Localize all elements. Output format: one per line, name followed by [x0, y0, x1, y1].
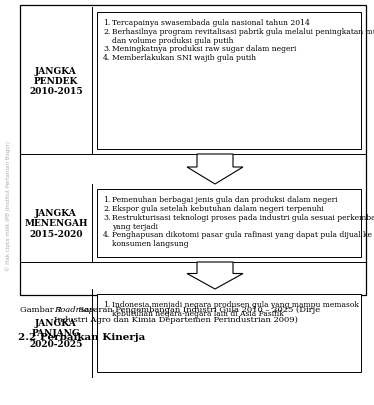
Text: Meningkatnya produksi raw sugar dalam negeri: Meningkatnya produksi raw sugar dalam ne…: [112, 45, 296, 53]
Text: Berhasilnya program revitalisasi pabrik gula melalui peningkatan mutu
dan volume: Berhasilnya program revitalisasi pabrik …: [112, 28, 374, 45]
Text: 4.: 4.: [103, 230, 110, 239]
Text: 3.: 3.: [103, 45, 110, 53]
Text: 2.: 2.: [103, 204, 110, 212]
Text: 1.: 1.: [103, 196, 110, 203]
Text: JANGKA
MENENGAH
2015-2020: JANGKA MENENGAH 2015-2020: [24, 209, 88, 238]
Text: Sasaran Pengembangan Industri Gula 2010 – 2025 (Dirje: Sasaran Pengembangan Industri Gula 2010 …: [76, 305, 320, 313]
Text: 4.: 4.: [103, 54, 110, 62]
Text: JANGKA
PANJANG
2020-2025: JANGKA PANJANG 2020-2025: [29, 318, 83, 348]
Bar: [20, 6, 366, 295]
Text: 2.2 Perbaikan Kinerja: 2.2 Perbaikan Kinerja: [18, 332, 145, 341]
Polygon shape: [187, 262, 243, 289]
Text: Industri Agro dan Kimia Departemen Perindustrian 2009): Industri Agro dan Kimia Departemen Perin…: [54, 315, 298, 323]
Text: JANGKA
PENDEK
2010-2015: JANGKA PENDEK 2010-2015: [29, 66, 83, 96]
Text: Pemenuhan berbagai jenis gula dan produksi dalam negeri: Pemenuhan berbagai jenis gula dan produk…: [112, 196, 338, 203]
Text: Penghapusan dikotomi pasar gula rafinasi yang dapat pula dijual ke
konsumen lang: Penghapusan dikotomi pasar gula rafinasi…: [112, 230, 372, 248]
Text: Gambar 7: Gambar 7: [20, 305, 67, 313]
Bar: [97, 294, 361, 372]
Text: Memberlakukan SNI wajib gula putih: Memberlakukan SNI wajib gula putih: [112, 54, 256, 62]
Polygon shape: [187, 155, 243, 185]
Bar: [97, 13, 361, 149]
Bar: [97, 190, 361, 257]
Text: 1.: 1.: [103, 300, 110, 308]
Text: Restrukturisasi teknologi proses pada industri gula sesuai perkembangan
yang ter: Restrukturisasi teknologi proses pada in…: [112, 213, 374, 230]
Text: Tercapainya swasembada gula nasional tahun 2014: Tercapainya swasembada gula nasional tah…: [112, 19, 310, 27]
Text: 2.: 2.: [103, 28, 110, 36]
Text: Ekspor gula setelah kebutuhan dalam negeri terpenuhi: Ekspor gula setelah kebutuhan dalam nege…: [112, 204, 324, 212]
Text: 1.: 1.: [103, 19, 110, 27]
Text: Roadmap: Roadmap: [54, 305, 94, 313]
Text: © Hak cipta milik IPB (Institut Pertanian Bogor): © Hak cipta milik IPB (Institut Pertania…: [5, 141, 11, 270]
Text: 3.: 3.: [103, 213, 110, 221]
Text: Indonesia menjadi negara produsen gula yang mampu memasok
kebutuhan negara-negar: Indonesia menjadi negara produsen gula y…: [112, 300, 359, 318]
